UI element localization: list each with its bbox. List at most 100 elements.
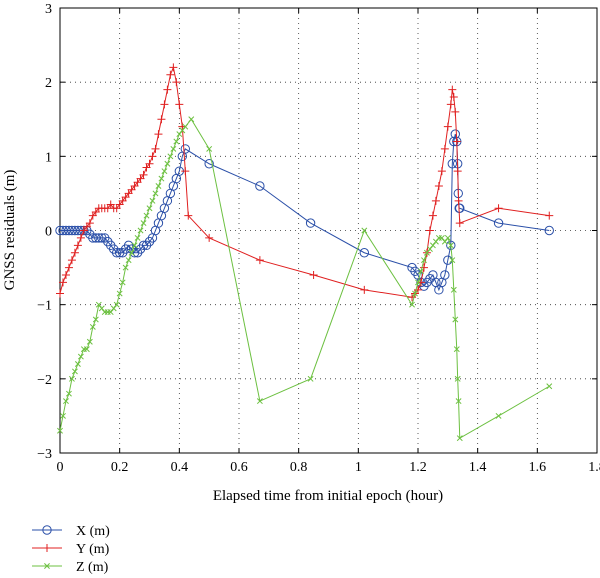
- data-point: [139, 170, 148, 179]
- y-tick-label: −3: [37, 447, 52, 462]
- data-point: [450, 286, 457, 293]
- x-tick-label: 0.2: [111, 460, 129, 475]
- data-point: [60, 412, 66, 419]
- data-point: [448, 85, 457, 94]
- data-point: [146, 205, 153, 212]
- data-point: [160, 100, 169, 109]
- y-tick-label: −1: [37, 299, 52, 314]
- data-point: [74, 361, 81, 367]
- x-axis-label: Elapsed time from initial epoch (hour): [213, 488, 443, 504]
- data-point: [61, 225, 71, 236]
- data-point: [204, 159, 214, 169]
- x-tick-label: 1.6: [529, 460, 547, 475]
- data-point: [64, 225, 74, 236]
- y-tick-label: 0: [45, 225, 52, 240]
- data-point: [86, 338, 93, 345]
- legend-label: Y (m): [76, 542, 110, 557]
- data-point: [421, 257, 427, 264]
- data-point: [67, 225, 77, 236]
- data-point: [361, 227, 368, 234]
- data-point: [113, 301, 120, 308]
- series-line: [60, 133, 550, 292]
- data-point: [450, 129, 460, 139]
- data-point: [449, 93, 458, 101]
- data-point: [441, 238, 448, 245]
- data-point: [455, 203, 465, 213]
- x-tick-label: 1.4: [469, 460, 487, 475]
- data-point: [67, 256, 76, 265]
- legend-label: X (m): [76, 524, 110, 539]
- x-tick-label: 0.4: [171, 460, 189, 475]
- data-point: [95, 301, 102, 308]
- data-point: [180, 144, 191, 154]
- data-point: [437, 167, 446, 176]
- data-point: [176, 131, 183, 138]
- data-point: [305, 218, 316, 228]
- data-point: [125, 257, 132, 264]
- data-point: [63, 398, 69, 405]
- data-point: [453, 167, 462, 176]
- x-tick-label: 1: [355, 460, 362, 475]
- data-point: [64, 263, 73, 272]
- data-point: [110, 305, 117, 312]
- data-point: [83, 346, 90, 353]
- data-point: [544, 225, 554, 236]
- data-point: [438, 234, 445, 241]
- y-tick-label: −2: [37, 373, 52, 388]
- data-point: [169, 63, 178, 72]
- data-point: [116, 290, 123, 297]
- data-point: [428, 211, 437, 220]
- legend-marker: [42, 525, 52, 535]
- data-point: [57, 427, 63, 434]
- data-point: [175, 100, 184, 109]
- data-point: [255, 256, 264, 265]
- data-point: [56, 289, 64, 298]
- data-point: [360, 285, 369, 294]
- data-point: [145, 159, 154, 168]
- y-tick-label: 1: [45, 150, 52, 165]
- series-z: [57, 116, 553, 442]
- data-point: [205, 233, 214, 242]
- data-point: [92, 316, 99, 323]
- data-point: [444, 234, 451, 241]
- data-point: [423, 249, 430, 256]
- data-point: [454, 196, 463, 205]
- legend-item: Y (m): [32, 542, 110, 557]
- series-layer: [55, 63, 554, 442]
- data-point: [76, 233, 85, 242]
- data-point: [429, 242, 436, 249]
- x-tick-label: 1.2: [409, 460, 427, 475]
- data-point: [58, 225, 68, 236]
- axis-ticks: 0 0.2 0.4 0.6 0.8 1 1.2 1.4 1.6 1.8 −3 −2 −1 0 1 2 3: [37, 2, 600, 475]
- data-point: [495, 412, 502, 419]
- series-line: [59, 118, 550, 440]
- data-point: [206, 145, 213, 152]
- data-point: [122, 264, 129, 271]
- data-point: [309, 271, 318, 279]
- series-x: [55, 129, 554, 295]
- data-point: [70, 225, 80, 236]
- data-point: [119, 279, 126, 286]
- data-point: [546, 383, 553, 390]
- data-point: [425, 226, 434, 235]
- data-point: [148, 152, 157, 161]
- data-point: [545, 211, 554, 220]
- data-point: [440, 270, 450, 280]
- data-point: [85, 219, 94, 228]
- data-point: [157, 115, 166, 124]
- data-point: [181, 167, 190, 176]
- data-point: [182, 123, 189, 130]
- data-point: [149, 197, 156, 204]
- data-point: [61, 271, 70, 279]
- data-point: [91, 233, 101, 243]
- x-tick-label: 0.6: [230, 460, 248, 475]
- data-point: [494, 204, 503, 213]
- y-axis-label: GNSS residuals (m): [2, 170, 18, 291]
- data-point: [137, 227, 144, 234]
- data-point: [431, 196, 440, 205]
- data-point: [493, 218, 504, 228]
- data-point: [449, 257, 456, 264]
- data-point: [161, 168, 168, 175]
- data-point: [143, 212, 150, 219]
